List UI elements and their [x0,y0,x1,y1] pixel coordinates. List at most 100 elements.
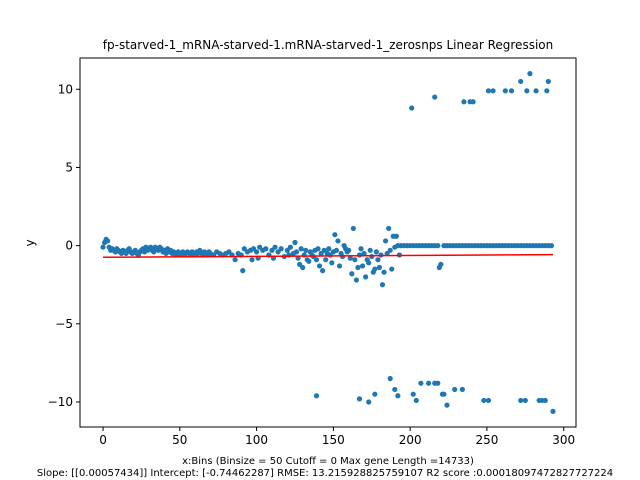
data-point [432,94,438,100]
data-point [316,263,323,269]
data-point [369,253,375,260]
x-axis-label: x:Bins (Binsize = 50 Cutoff = 0 Max gene… [182,456,474,467]
data-point [336,263,343,269]
plot-area: 0 50 100 150 200 250 300 −10 −5 0 5 10 [48,57,577,447]
data-point [352,257,358,263]
data-point [363,274,369,280]
data-point [470,99,476,105]
x-tick-label: 250 [475,433,498,447]
data-point [502,88,508,94]
data-point [367,247,373,253]
data-point [382,238,389,244]
data-point [359,263,366,269]
data-point [361,250,367,257]
data-point [392,386,398,393]
data-point [355,264,361,271]
data-point [253,249,260,255]
data-point [366,399,372,405]
data-point [441,391,447,397]
data-point [323,257,329,263]
x-tick-label: 300 [552,433,575,447]
data-point [373,249,379,255]
data-point [393,233,399,239]
data-point [518,78,524,85]
x-tick-label: 0 [99,433,107,447]
data-point [435,380,441,386]
data-point [272,244,278,250]
data-point [481,397,487,404]
data-point [313,257,320,263]
y-axis-label: y [23,239,37,246]
data-point [527,71,533,77]
data-point [418,380,424,386]
data-point [320,268,326,274]
data-point [313,393,320,399]
data-point [386,225,392,232]
data-point [522,397,528,404]
y-tick-label: −5 [55,317,73,331]
y-tick-label: −10 [48,395,73,409]
data-point [315,246,321,252]
data-point [300,264,306,271]
data-point [490,88,496,94]
data-point [292,239,298,246]
data-point [372,391,378,397]
x-tick-label: 150 [322,433,345,447]
y-tick-label: 0 [65,239,73,253]
data-point [508,88,515,94]
data-point [389,266,395,272]
data-point [409,105,415,111]
data-point [524,88,530,94]
y-tick-label: 10 [58,82,73,96]
data-point [381,269,387,275]
data-point [263,246,269,252]
data-point [452,386,458,393]
data-point [435,243,441,249]
data-point [303,247,309,253]
data-point [413,397,419,404]
data-point [533,88,539,94]
data-point [350,225,356,232]
data-point [293,249,300,255]
regression-line [103,253,553,259]
data-point [461,99,467,105]
data-point [232,257,238,263]
x-tick-label: 50 [172,433,187,447]
data-point [347,255,353,261]
data-point [485,88,492,94]
data-point [356,396,363,402]
data-point [438,261,444,267]
data-point [366,260,372,266]
data-point [387,247,393,253]
y-tick-label: 5 [65,160,73,174]
data-point [459,386,465,393]
data-point [518,397,524,404]
data-point [548,243,555,249]
axes-frame [79,57,577,428]
data-point [105,238,111,244]
x-tick-label: 200 [399,433,422,447]
chart-title: fp-starved-1_mRNA-starved-1.mRNA-starved… [103,38,553,52]
data-point [335,238,341,244]
data-point [249,257,255,263]
regression-stats: Slope: [[0.00057434]] Intercept: [-0.744… [37,468,613,479]
data-point [542,397,548,404]
data-point [550,408,556,414]
data-point [544,88,550,94]
data-point [287,244,293,250]
data-point [326,246,332,252]
data-point [332,232,338,238]
data-point [425,380,432,386]
data-point [333,247,340,253]
data-point [100,244,106,250]
data-point [298,246,304,252]
data-point [349,271,355,277]
data-point [376,264,383,271]
data-point [444,402,450,408]
x-tick-label: 100 [245,433,268,447]
data-point [329,260,335,266]
data-point [372,266,378,272]
data-point [353,277,360,283]
